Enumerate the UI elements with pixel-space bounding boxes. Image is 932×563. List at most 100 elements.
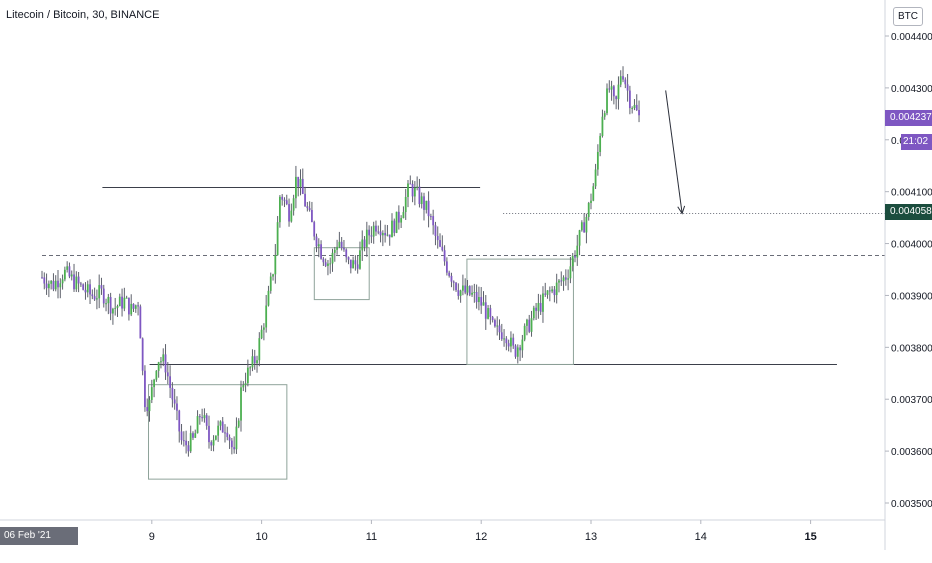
- candle-body-30: [107, 296, 110, 304]
- candle-body-74: [208, 425, 210, 443]
- candle-body-16: [75, 276, 78, 290]
- candle-body-154: [391, 220, 393, 238]
- candle-body-79: [219, 421, 222, 426]
- time-axis[interactable]: 9 10 11 12 13 14 15: [149, 520, 817, 543]
- candle-body-129: [333, 249, 336, 253]
- candle-body-107: [283, 199, 286, 201]
- current-price-tag: 0.004237: [885, 110, 932, 126]
- candle-body-177: [443, 250, 446, 262]
- candle-body-24: [93, 296, 96, 300]
- candle-body-127: [329, 263, 332, 265]
- candle-body-210: [519, 347, 521, 351]
- candle-body-205: [507, 343, 510, 347]
- candle-body-12: [66, 266, 69, 270]
- candle-body-5: [50, 280, 53, 284]
- candle-body-52: [157, 362, 160, 371]
- candle-body-260: [633, 104, 636, 109]
- candle-body-174: [436, 235, 439, 241]
- candle-body-51: [155, 370, 158, 380]
- candle-body-225: [553, 289, 556, 296]
- candle-body-176: [441, 246, 444, 251]
- candle-body-71: [201, 417, 204, 419]
- candle-body-135: [347, 257, 350, 260]
- candle-body-111: [292, 198, 295, 211]
- candle-body-173: [434, 225, 437, 236]
- price-axis[interactable]: 0.0044000.0043000.0042000.0041000.004000…: [885, 32, 932, 510]
- candle-body-226: [555, 282, 558, 296]
- candle-body-119: [311, 210, 313, 223]
- candle-body-193: [480, 297, 483, 306]
- candle-body-23: [91, 294, 94, 297]
- candle-body-118: [308, 208, 311, 211]
- candle-body-43: [137, 305, 139, 307]
- candle-body-239: [585, 216, 588, 233]
- candle-body-98: [262, 327, 265, 330]
- candle-body-75: [210, 442, 213, 446]
- candle-body-222: [546, 290, 549, 295]
- candle-body-11: [63, 269, 66, 280]
- candle-body-47: [146, 407, 149, 412]
- candle-body-120: [313, 222, 316, 237]
- candle-body-86: [235, 426, 238, 450]
- candle-body-198: [491, 317, 494, 321]
- candle-body-64: [185, 440, 188, 446]
- candle-body-186: [464, 285, 467, 293]
- candle-body-95: [256, 360, 258, 364]
- candle-body-49: [150, 387, 153, 400]
- candle-body-181: [452, 281, 455, 283]
- candle-body-7: [54, 280, 57, 290]
- candle-body-133: [343, 247, 345, 250]
- candle-body-35: [118, 296, 121, 307]
- candle-body-224: [551, 289, 554, 292]
- candle-body-233: [571, 255, 574, 267]
- candle-body-3: [45, 283, 48, 289]
- candle-body-240: [587, 203, 590, 217]
- candle-body-92: [249, 367, 252, 369]
- candle-body-218: [537, 302, 540, 311]
- candle-body-2: [43, 277, 46, 284]
- candle-body-259: [631, 108, 634, 110]
- candle-body-128: [331, 252, 334, 264]
- candle-body-141: [361, 239, 364, 251]
- candle-body-147: [375, 225, 377, 232]
- candle-body-108: [285, 200, 288, 205]
- candle-body-175: [439, 240, 441, 247]
- price-chart[interactable]: 0.0044000.0043000.0042000.0041000.004000…: [0, 0, 932, 550]
- time-tick-label: 10: [255, 531, 267, 543]
- candle-body-187: [466, 286, 469, 293]
- candle-body-188: [468, 286, 471, 295]
- price-tick-label: 0.004000: [891, 240, 932, 251]
- candle-body-131: [338, 241, 341, 247]
- candle-body-144: [368, 229, 371, 236]
- forecast-arrow-shaft: [665, 90, 683, 214]
- candle-body-172: [432, 216, 435, 226]
- candle-body-6: [52, 280, 55, 290]
- candle-body-105: [279, 196, 281, 223]
- annotation-layer: [42, 90, 885, 480]
- candle-body-70: [198, 416, 201, 418]
- candle-body-152: [386, 234, 389, 236]
- candle-body-208: [514, 345, 517, 357]
- candle-body-185: [462, 285, 464, 291]
- candle-body-246: [601, 116, 604, 136]
- candle-body-102: [272, 274, 274, 277]
- candle-body-196: [487, 308, 489, 319]
- candle-body-121: [315, 236, 318, 247]
- candle-body-66: [189, 433, 192, 452]
- candle-body-53: [160, 361, 162, 363]
- candle-body-214: [528, 319, 531, 332]
- candle-body-153: [388, 234, 391, 238]
- candle-body-117: [306, 206, 309, 209]
- candle-body-180: [450, 275, 453, 282]
- candle-body-160: [404, 196, 407, 213]
- currency-badge[interactable]: BTC: [893, 7, 923, 26]
- candle-body-161: [407, 183, 409, 197]
- candle-body-115: [301, 178, 304, 194]
- candle-body-125: [324, 262, 327, 266]
- candle-body-253: [617, 84, 620, 100]
- candle-body-261: [635, 104, 638, 111]
- candle-body-250: [610, 86, 613, 90]
- candle-body-122: [317, 244, 320, 247]
- candle-body-254: [619, 76, 622, 85]
- candle-body-14: [70, 274, 73, 277]
